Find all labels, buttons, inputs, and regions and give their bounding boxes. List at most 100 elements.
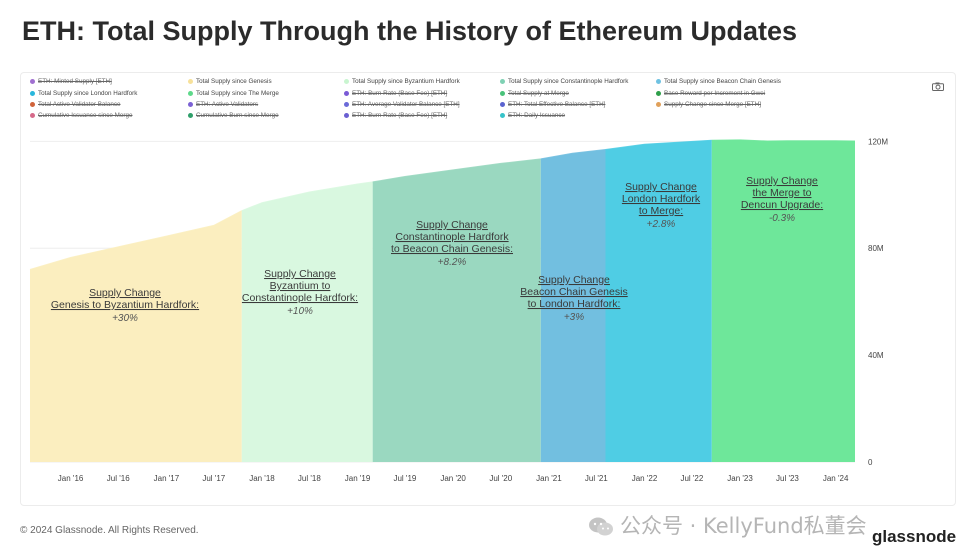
annotation-label: Supply Change [264, 268, 336, 280]
legend-item-minted-supply[interactable]: ETH: Minted Supply [ETH] [30, 78, 112, 85]
legend-dot [344, 101, 349, 107]
legend-item-constantinople[interactable]: Total Supply since Constantinople Hardfo… [500, 78, 628, 85]
line-series-0 [29, 210, 243, 271]
annotation-label: Dencun Upgrade: [741, 199, 823, 211]
annotation-value: +10% [287, 306, 313, 317]
annotation-label: Constantinople Hardfork: [242, 292, 358, 304]
x-tick-label: Jul '17 [202, 474, 225, 483]
legend-item-cumulative-burn[interactable]: Cumulative Burn since Merge [188, 112, 279, 119]
area-series-1 [241, 182, 373, 462]
watermark-text: 公众号 · KellyFund私董会 [620, 514, 867, 538]
x-tick-label: Jul '21 [585, 474, 608, 483]
x-tick-label: Jan '24 [823, 474, 849, 483]
wechat-icon [589, 517, 613, 536]
legend-dot [500, 112, 505, 118]
chart-title: ETH: Total Supply Through the History of… [22, 16, 798, 46]
area-series-4 [605, 140, 712, 463]
legend-dot [188, 112, 193, 118]
annotation-value: +3% [564, 312, 584, 323]
line-series-4 [605, 139, 712, 151]
legend-dot [188, 90, 193, 96]
y-tick-label: 40M [868, 351, 884, 360]
legend-dot [188, 78, 193, 84]
x-tick-label: Jan '18 [249, 474, 275, 483]
legend-dot [30, 78, 35, 84]
x-tick-label: Jan '20 [440, 474, 466, 483]
annotation-label: Byzantium to [270, 280, 331, 292]
annotation-value: +8.2% [438, 257, 467, 268]
annotation-label: to London Hardfork: [528, 298, 621, 310]
annotation-label: Genesis to Byzantium Hardfork: [51, 299, 199, 311]
annotation-label: Supply Change [538, 274, 610, 286]
legend-item-active-validator-balance[interactable]: Total Active Validator Balance [30, 101, 121, 108]
legend-dot [344, 78, 349, 84]
legend-item-beacon-chain[interactable]: Total Supply since Beacon Chain Genesis [656, 78, 781, 85]
x-tick-label: Jul '18 [298, 474, 321, 483]
y-tick-label: 120M [868, 137, 888, 146]
annotation-label: to Merge: [639, 205, 683, 217]
annotation-label: London Hardfork [622, 193, 701, 205]
annotation-label: Supply Change [625, 181, 697, 193]
annotation-value: +2.8% [647, 219, 676, 230]
area-series-2 [372, 159, 541, 462]
annotation-label: Supply Change [746, 175, 818, 187]
legend-dot [30, 90, 35, 96]
annotation-label: the Merge to [753, 187, 812, 199]
annotation-label: to Beacon Chain Genesis: [391, 243, 513, 255]
x-tick-label: Jan '17 [154, 474, 180, 483]
x-tick-label: Jul '16 [107, 474, 130, 483]
legend-item-base-reward[interactable]: Base Reward per Increment in Gwei [656, 90, 765, 97]
line-series-1 [241, 181, 373, 212]
annotation-label: Supply Change [416, 219, 488, 231]
legend-dot [344, 90, 349, 96]
legend-item-supply-change-since-merge[interactable]: Supply Change since Merge [ETH] [656, 101, 761, 108]
legend-dot [30, 112, 35, 118]
annotation-label: Supply Change [89, 287, 161, 299]
legend-dot [500, 78, 505, 84]
annotation-label: Beacon Chain Genesis [520, 286, 627, 298]
x-tick-label: Jan '19 [345, 474, 371, 483]
x-tick-label: Jul '20 [489, 474, 512, 483]
legend-item-supply-at-merge[interactable]: Total Supply at Merge [500, 90, 569, 97]
x-tick-label: Jul '23 [776, 474, 799, 483]
legend-item-avg-validator-balance[interactable]: ETH: Average Validator Balance [ETH] [344, 101, 460, 108]
wechat-watermark: 公众号 · KellyFund私董会 [588, 510, 867, 540]
annotation-label: Constantinople Hardfork [395, 231, 509, 243]
annotation-value: -0.3% [769, 213, 795, 224]
legend-item-london[interactable]: Total Supply since London Hardfork [30, 90, 137, 97]
y-tick-label: 0 [868, 458, 873, 467]
legend-item-total-effective-balance[interactable]: ETH: Total Effective Balance [ETH] [500, 101, 605, 108]
legend-item-daily-issuance[interactable]: ETH: Daily Issuance [500, 112, 565, 119]
x-tick-label: Jul '22 [680, 474, 703, 483]
line-series-5 [711, 139, 856, 142]
legend-item-genesis[interactable]: Total Supply since Genesis [188, 78, 272, 85]
annotation-value: +30% [112, 313, 138, 324]
area-series-3 [540, 149, 606, 462]
legend-item-active-validators[interactable]: ETH: Active Validators [188, 101, 258, 108]
copyright-text: © 2024 Glassnode. All Rights Reserved. [20, 525, 199, 536]
legend-dot [344, 112, 349, 118]
legend-dot [500, 101, 505, 107]
camera-icon[interactable] [932, 82, 944, 91]
legend-dot [188, 101, 193, 107]
legend-dot [656, 101, 661, 107]
y-tick-label: 80M [868, 244, 884, 253]
legend-item-burn-rate[interactable]: ETH: Burn Rate (Base Fee) [ETH] [344, 90, 447, 97]
area-series-0 [30, 210, 242, 462]
x-tick-label: Jan '22 [632, 474, 658, 483]
x-tick-label: Jul '19 [393, 474, 416, 483]
legend-dot [500, 90, 505, 96]
x-tick-label: Jan '21 [536, 474, 562, 483]
area-series-5 [711, 140, 855, 462]
line-series-3 [540, 149, 606, 160]
legend-item-merge[interactable]: Total Supply since The Merge [188, 90, 279, 97]
legend-item-cumulative-issuance[interactable]: Cumulative Issuance since Merge [30, 112, 133, 119]
chart-legend: ETH: Minted Supply [ETH] Total Supply si… [30, 78, 900, 126]
legend-dot [30, 101, 35, 107]
glassnode-logo: glassnode [872, 527, 957, 546]
legend-dot [656, 78, 661, 84]
x-tick-label: Jan '16 [58, 474, 84, 483]
legend-item-burn-rate-2[interactable]: ETH: Burn Rate (Base Fee) [ETH] [344, 112, 447, 119]
legend-item-byzantium[interactable]: Total Supply since Byzantium Hardfork [344, 78, 460, 85]
